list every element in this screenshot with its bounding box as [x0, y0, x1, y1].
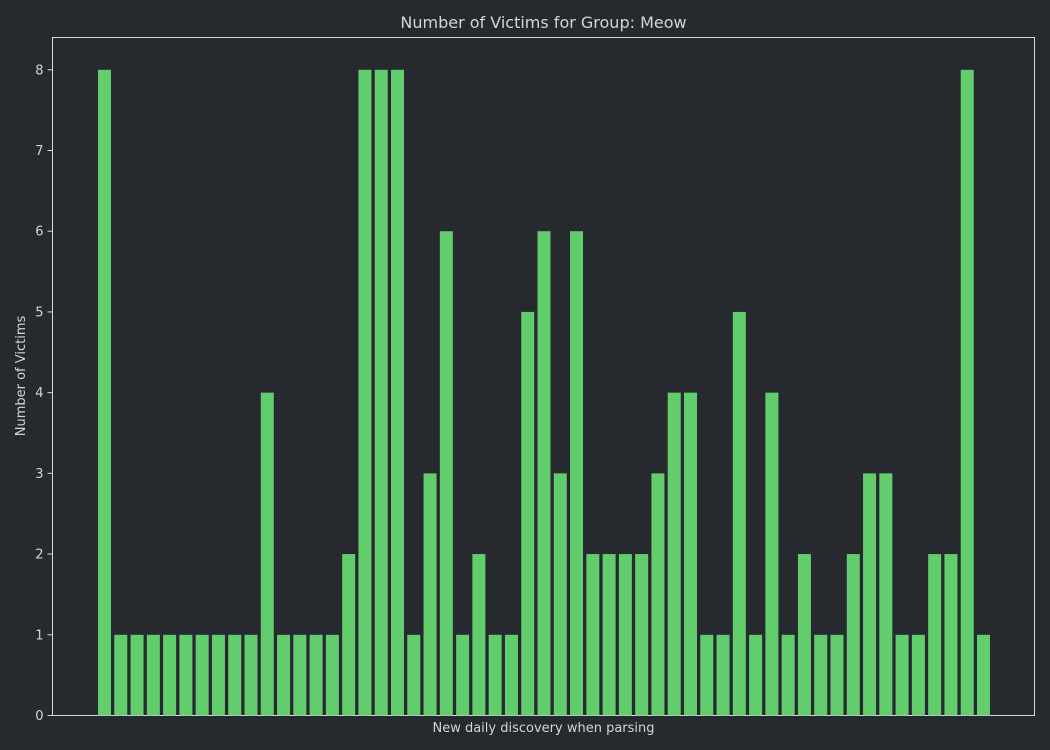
y-axis-ticks: 0 1 2 3 4 5 6 7 8 — [35, 63, 53, 724]
bar — [325, 634, 339, 716]
y-tick-label: 2 — [35, 548, 43, 563]
bar — [423, 473, 437, 716]
y-axis-label: Number of Victims — [14, 316, 29, 437]
bar — [602, 554, 616, 716]
bar — [537, 231, 551, 716]
bar — [293, 634, 307, 716]
y-tick-label: 3 — [35, 467, 43, 482]
bar — [407, 634, 421, 716]
bar — [374, 69, 388, 716]
bar — [309, 634, 323, 716]
bar — [683, 392, 698, 716]
bar — [342, 554, 356, 716]
bar — [911, 634, 925, 716]
bar — [765, 392, 779, 716]
bar — [716, 634, 730, 716]
bar — [830, 634, 844, 716]
bar — [114, 634, 128, 716]
y-tick-label: 6 — [35, 225, 43, 240]
bar — [863, 473, 877, 716]
bar — [228, 634, 242, 716]
bar — [700, 634, 714, 716]
bar — [244, 634, 258, 716]
bar — [732, 311, 746, 716]
bar — [472, 554, 486, 716]
bar — [358, 69, 372, 716]
bar — [586, 554, 600, 716]
bar — [976, 634, 991, 716]
bar — [195, 634, 209, 716]
bar — [781, 634, 795, 716]
bar — [928, 554, 942, 716]
y-tick-label: 1 — [35, 628, 43, 643]
x-axis-label: New daily discovery when parsing — [432, 721, 654, 736]
bar — [163, 634, 177, 716]
bar — [667, 392, 681, 716]
bar — [635, 554, 649, 716]
bar — [97, 69, 112, 716]
bar — [521, 311, 535, 716]
bar — [651, 473, 665, 716]
bar — [960, 69, 974, 716]
chart-title: Number of Victims for Group: Meow — [400, 13, 686, 32]
bar — [553, 473, 567, 716]
y-tick-label: 7 — [35, 144, 43, 159]
bar — [179, 634, 193, 716]
bar — [260, 392, 274, 716]
bar — [749, 634, 763, 716]
bar — [488, 634, 502, 716]
bar — [944, 554, 958, 716]
bar — [277, 634, 291, 716]
bar — [879, 473, 893, 716]
bar — [504, 634, 518, 716]
bar — [895, 634, 909, 716]
bar — [439, 231, 453, 716]
bar — [570, 231, 584, 716]
y-tick-label: 0 — [35, 709, 43, 724]
bar — [146, 634, 160, 716]
bar — [211, 634, 225, 716]
bars-group — [97, 69, 991, 716]
y-tick-label: 4 — [35, 386, 43, 401]
bar — [846, 554, 860, 716]
bar — [618, 554, 632, 716]
bar — [456, 634, 470, 716]
bar — [390, 69, 405, 716]
bar — [797, 554, 811, 716]
y-tick-label: 8 — [35, 63, 43, 78]
y-tick-label: 5 — [35, 305, 43, 320]
bar — [130, 634, 144, 716]
bar — [814, 634, 828, 716]
